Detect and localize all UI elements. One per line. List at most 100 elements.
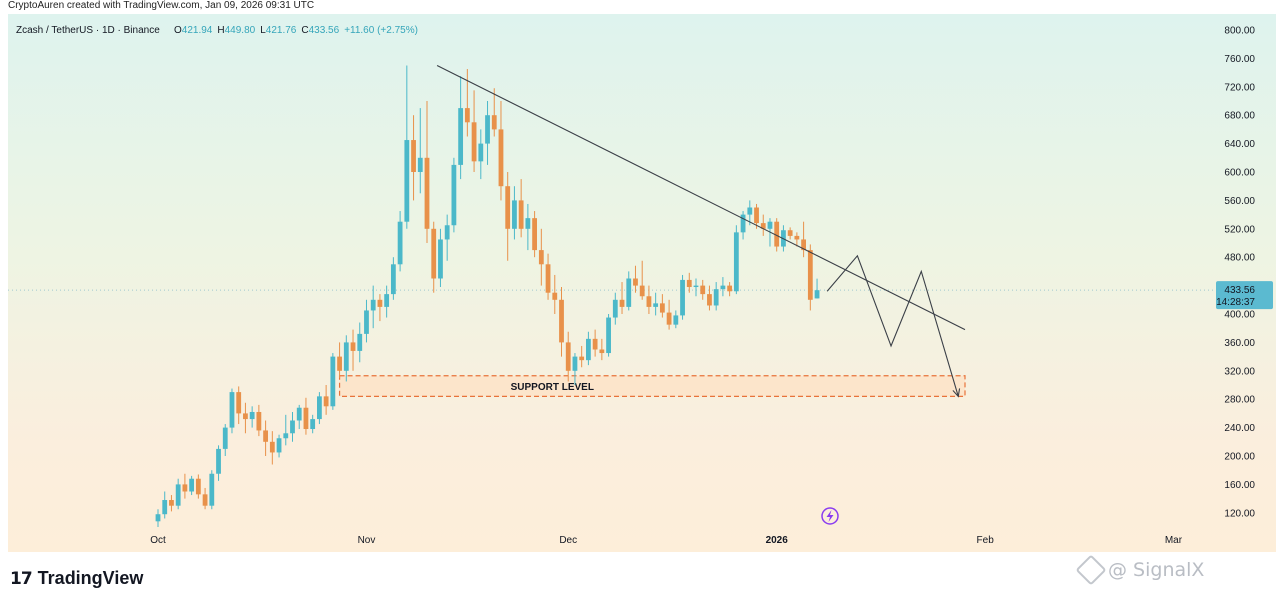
candle[interactable] bbox=[579, 345, 585, 368]
candle[interactable] bbox=[283, 414, 289, 446]
candle[interactable] bbox=[404, 65, 410, 229]
candle[interactable] bbox=[303, 397, 309, 435]
candle[interactable] bbox=[411, 115, 416, 201]
candle[interactable] bbox=[680, 274, 685, 320]
candle[interactable] bbox=[491, 88, 497, 137]
candle[interactable] bbox=[464, 69, 470, 137]
chart-panel[interactable]: SUPPORT LEVEL 800.00 760.00 720.00 680.00 64… bbox=[8, 14, 1276, 552]
candle[interactable] bbox=[451, 157, 457, 233]
candle[interactable] bbox=[390, 257, 396, 300]
candle[interactable] bbox=[444, 214, 450, 261]
candle[interactable] bbox=[276, 434, 282, 458]
candle[interactable] bbox=[599, 338, 605, 361]
lightning-icon[interactable] bbox=[821, 507, 839, 525]
candle[interactable] bbox=[626, 271, 632, 311]
legend-symbol[interactable]: Zcash / TetherUS · 1D · Binance bbox=[16, 25, 160, 36]
candle[interactable] bbox=[364, 299, 369, 343]
candle[interactable] bbox=[673, 310, 679, 329]
candle[interactable] bbox=[202, 487, 208, 510]
candle[interactable] bbox=[397, 211, 403, 272]
candle[interactable] bbox=[169, 495, 174, 512]
candle[interactable] bbox=[686, 272, 692, 293]
candle[interactable] bbox=[330, 353, 336, 410]
candle[interactable] bbox=[740, 211, 746, 240]
candle[interactable] bbox=[733, 225, 739, 295]
candle[interactable] bbox=[175, 478, 181, 510]
candle[interactable] bbox=[189, 475, 195, 496]
candle[interactable] bbox=[639, 260, 645, 300]
candle[interactable] bbox=[586, 331, 591, 366]
candle[interactable] bbox=[720, 277, 726, 297]
candle[interactable] bbox=[216, 445, 221, 481]
candle[interactable] bbox=[498, 101, 504, 201]
candle[interactable] bbox=[310, 414, 316, 434]
candle[interactable] bbox=[162, 491, 168, 519]
candle[interactable] bbox=[424, 101, 430, 243]
candle[interactable] bbox=[357, 322, 363, 363]
candle[interactable] bbox=[323, 385, 329, 415]
candle[interactable] bbox=[209, 470, 215, 510]
candle[interactable] bbox=[707, 285, 712, 311]
candle[interactable] bbox=[794, 232, 800, 247]
candle[interactable] bbox=[296, 404, 302, 430]
candle[interactable] bbox=[666, 299, 672, 330]
candle[interactable] bbox=[243, 402, 248, 434]
candle[interactable] bbox=[182, 473, 188, 499]
candle[interactable] bbox=[592, 329, 598, 357]
candle[interactable] bbox=[431, 221, 437, 293]
candle[interactable] bbox=[754, 203, 759, 229]
candle[interactable] bbox=[565, 331, 571, 382]
candle[interactable] bbox=[438, 228, 443, 288]
candle[interactable] bbox=[801, 221, 806, 258]
candle[interactable] bbox=[545, 253, 551, 300]
candle[interactable] bbox=[619, 282, 625, 314]
candle[interactable] bbox=[317, 392, 322, 425]
candle[interactable] bbox=[814, 278, 820, 299]
candle[interactable] bbox=[787, 227, 793, 240]
tradingview-logo[interactable]: 17 TradingView bbox=[10, 568, 143, 589]
candle[interactable] bbox=[633, 265, 638, 293]
candle[interactable] bbox=[659, 294, 665, 318]
candle[interactable] bbox=[370, 285, 376, 329]
candle[interactable] bbox=[222, 424, 228, 456]
candle[interactable] bbox=[713, 282, 719, 311]
candle[interactable] bbox=[236, 386, 242, 425]
candle[interactable] bbox=[512, 186, 517, 240]
candle[interactable] bbox=[350, 329, 356, 371]
candle[interactable] bbox=[525, 203, 531, 251]
candle[interactable] bbox=[646, 285, 652, 314]
candle[interactable] bbox=[337, 342, 342, 378]
candle[interactable] bbox=[532, 211, 537, 258]
price-axis[interactable]: 800.00 760.00 720.00 680.00 640.00 600.00 560.… bbox=[1224, 26, 1255, 520]
time-axis[interactable]: Oct Nov Dec 2026 Feb Mar bbox=[150, 535, 1183, 546]
candle[interactable] bbox=[256, 404, 262, 437]
candle[interactable] bbox=[417, 108, 423, 194]
candle[interactable] bbox=[229, 388, 235, 434]
candle[interactable] bbox=[290, 411, 295, 442]
candle[interactable] bbox=[343, 335, 349, 382]
candle[interactable] bbox=[572, 353, 578, 385]
candle[interactable] bbox=[693, 278, 699, 297]
candle[interactable] bbox=[700, 279, 706, 300]
candle[interactable] bbox=[606, 314, 611, 357]
candle[interactable] bbox=[559, 287, 564, 357]
candle[interactable] bbox=[760, 214, 766, 236]
candle[interactable] bbox=[653, 292, 659, 316]
candle[interactable] bbox=[377, 294, 383, 322]
candle[interactable] bbox=[263, 420, 268, 457]
candle[interactable] bbox=[155, 509, 161, 527]
candle[interactable] bbox=[478, 129, 484, 180]
candle[interactable] bbox=[538, 228, 544, 286]
candle[interactable] bbox=[518, 179, 524, 238]
candle[interactable] bbox=[552, 274, 558, 314]
candle[interactable] bbox=[505, 172, 511, 261]
candle[interactable] bbox=[195, 474, 201, 499]
candle[interactable] bbox=[471, 90, 477, 172]
candle[interactable] bbox=[612, 292, 618, 325]
candle[interactable] bbox=[807, 244, 813, 311]
candle[interactable] bbox=[384, 285, 390, 318]
candle[interactable] bbox=[485, 101, 490, 165]
candle[interactable] bbox=[458, 76, 464, 180]
candle[interactable] bbox=[249, 406, 255, 428]
candle[interactable] bbox=[727, 282, 733, 297]
